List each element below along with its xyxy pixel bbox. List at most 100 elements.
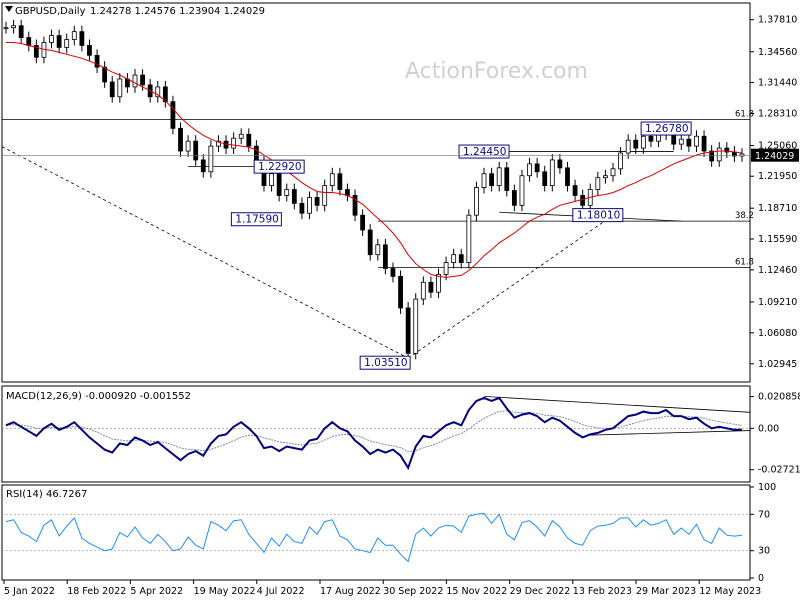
date-tick-label: 18 Feb 2022 bbox=[67, 586, 126, 597]
dashed-trendline-left bbox=[1, 146, 409, 359]
candle-body bbox=[618, 152, 623, 170]
price-tick-label: 1.18710 bbox=[758, 203, 797, 214]
macd-axis: 0.020858 0.00 -0.027213 bbox=[2, 392, 800, 476]
price-label-box bbox=[572, 208, 624, 223]
date-tick-label: 12 May 2023 bbox=[699, 586, 761, 597]
date-tick-label: 5 Apr 2022 bbox=[130, 586, 183, 597]
watermark: ActionForex.com bbox=[405, 59, 588, 84]
candle-body bbox=[466, 214, 472, 263]
price-tick-label: 1.15590 bbox=[758, 234, 797, 245]
candle-body bbox=[451, 254, 457, 263]
candle-body bbox=[496, 167, 502, 186]
fib-level-label: 61.8 bbox=[735, 258, 754, 268]
current-price: 1.24029 bbox=[2, 148, 799, 162]
candle-body bbox=[565, 167, 570, 186]
candle-body bbox=[117, 78, 123, 98]
fib-level-label: 61.8 bbox=[735, 109, 754, 119]
price-tick-label: 1.25060 bbox=[758, 141, 797, 152]
candle-body bbox=[367, 229, 373, 256]
candle-body bbox=[193, 140, 199, 161]
candle-body bbox=[329, 173, 335, 186]
candle-body bbox=[436, 274, 441, 293]
macd-tick-label: 0.00 bbox=[758, 423, 779, 434]
candle-body bbox=[481, 173, 487, 188]
date-tick-label: 15 Nov 2022 bbox=[446, 586, 507, 597]
candle-body bbox=[640, 135, 646, 149]
date-tick-label: 30 Sep 2022 bbox=[383, 586, 443, 597]
price-label-box bbox=[253, 159, 305, 174]
price-tick-label: 1.34560 bbox=[758, 47, 797, 58]
candle-body bbox=[511, 190, 517, 206]
candle-body bbox=[109, 81, 115, 98]
price-label-text: 1.26780 bbox=[645, 123, 688, 135]
candle-body bbox=[284, 189, 290, 196]
candle-body bbox=[18, 25, 24, 38]
price-label-box bbox=[359, 355, 411, 370]
candle-body bbox=[413, 298, 419, 354]
candle-body bbox=[686, 138, 692, 147]
candle-body bbox=[322, 185, 328, 206]
candle-body bbox=[360, 214, 366, 231]
candle-body bbox=[375, 244, 381, 256]
candle-body bbox=[87, 45, 92, 56]
macd-signal-line bbox=[5, 410, 743, 453]
candle-body bbox=[420, 281, 426, 300]
price-tick-label: 1.09210 bbox=[758, 297, 797, 308]
candle-body bbox=[716, 147, 722, 162]
price-label-box bbox=[640, 121, 692, 136]
candle-body bbox=[489, 173, 495, 186]
candle-body bbox=[64, 39, 70, 48]
candle-body bbox=[345, 189, 350, 196]
candle-body bbox=[299, 202, 305, 214]
symbol-label: GBPUSD,Daily bbox=[15, 6, 86, 17]
price-label-box bbox=[458, 144, 510, 159]
date-tick-label: 17 Aug 2022 bbox=[320, 586, 381, 597]
candle-body bbox=[519, 175, 525, 206]
candle-body bbox=[352, 195, 358, 216]
candle-body bbox=[648, 135, 654, 142]
macd-line bbox=[5, 396, 742, 471]
candle-body bbox=[49, 35, 54, 43]
rsi-line bbox=[5, 512, 743, 563]
candle-body bbox=[291, 189, 297, 204]
candle-body bbox=[307, 197, 312, 214]
candle-body bbox=[428, 281, 434, 293]
candle-body bbox=[382, 244, 388, 269]
candle-body bbox=[33, 45, 39, 58]
price-tick-label: 1.02945 bbox=[758, 359, 797, 370]
price-tick-label: 1.37810 bbox=[758, 15, 797, 26]
candle-body bbox=[534, 163, 540, 173]
chart-header: GBPUSD,Daily 1.24278 1.24576 1.23904 1.2… bbox=[5, 6, 265, 17]
candle-body bbox=[610, 168, 616, 177]
candle-body bbox=[216, 140, 221, 147]
price-label-text: 1.22920 bbox=[258, 161, 301, 173]
macd-tick-label: -0.027213 bbox=[758, 465, 800, 476]
candle-body bbox=[140, 74, 145, 86]
rsi-panel-frame bbox=[1, 484, 751, 581]
candle-body bbox=[246, 133, 252, 147]
price-tick-label: 1.12460 bbox=[758, 265, 797, 276]
collapse-triangle-icon[interactable] bbox=[5, 6, 13, 12]
candle-body bbox=[527, 163, 532, 177]
candle-body bbox=[94, 54, 100, 68]
price-label-text: 1.03510 bbox=[364, 357, 407, 369]
date-tick-label: 19 May 2022 bbox=[194, 586, 256, 597]
macd-trendlines bbox=[483, 395, 751, 436]
candle-body bbox=[102, 66, 108, 83]
candle-body bbox=[694, 135, 699, 147]
candle-body bbox=[3, 27, 9, 30]
macd-panel-frame bbox=[1, 385, 751, 483]
candle-body bbox=[276, 173, 282, 196]
fibonacci-levels: 61.8 38.2 61.8 bbox=[2, 109, 754, 268]
candle-body bbox=[200, 159, 206, 173]
date-tick-label: 29 Mar 2023 bbox=[636, 586, 696, 597]
price-tick-label: 1.21950 bbox=[758, 171, 797, 182]
candle-body bbox=[185, 140, 191, 152]
candle-body bbox=[625, 139, 631, 154]
price-tick-label: 1.28310 bbox=[758, 108, 797, 119]
candle-body bbox=[170, 101, 176, 129]
candle-body bbox=[238, 133, 244, 139]
rsi-tick-label: 100 bbox=[758, 482, 776, 493]
candle-body bbox=[580, 195, 586, 206]
